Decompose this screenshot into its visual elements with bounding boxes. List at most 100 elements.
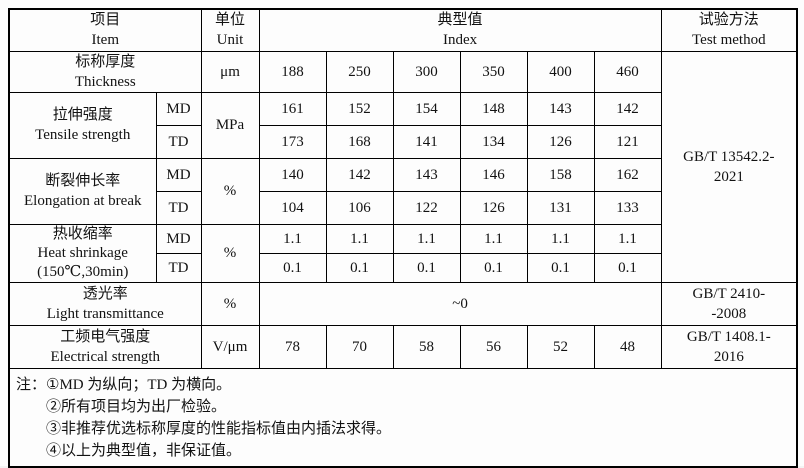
value-cell: 0.1 xyxy=(258,252,327,283)
value-cell: 168 xyxy=(325,124,394,159)
item-shrinkage-zh: 热收缩率 xyxy=(52,225,113,242)
spec-table: 项目 Item 单位 Unit 典型值 Index 试验方法 Test meth… xyxy=(8,8,799,468)
value-cell: 122 xyxy=(392,190,461,225)
method-cell-transmittance: GB/T 2410--2008 xyxy=(660,281,798,326)
value-cell: 1.1 xyxy=(459,223,528,254)
value-cell: 0.1 xyxy=(459,252,528,283)
unit-cell: % xyxy=(200,281,260,326)
notes-cell: 注： ①MD 为纵向；TD 为横向。 ②所有项目均为出厂检验。 ③非推荐优选标称… xyxy=(8,367,798,467)
notes-lines: ①MD 为纵向；TD 为横向。 ②所有项目均为出厂检验。 ③非推荐优选标称厚度的… xyxy=(46,374,391,462)
value-cell: 70 xyxy=(325,324,394,369)
value-cell: 152 xyxy=(325,91,394,126)
value-cell: 52 xyxy=(526,324,595,369)
value-cell: 0.1 xyxy=(593,252,662,283)
item-thickness-en: Thickness xyxy=(74,73,136,90)
item-transmittance-en: Light transmittance xyxy=(46,305,164,322)
value-cell: 158 xyxy=(526,157,595,192)
value-cell: 1.1 xyxy=(392,223,461,254)
note-line: ③非推荐优选标称厚度的性能指标值由内插法求得。 xyxy=(46,420,392,437)
item-elongation: 断裂伸长率 Elongation at break xyxy=(8,157,157,225)
row-shrinkage-td: TD 0.1 0.1 0.1 0.1 0.1 0.1 xyxy=(9,252,797,283)
header-index: 典型值 Index xyxy=(258,8,662,52)
value-cell: 78 xyxy=(258,324,327,369)
value-cell: 141 xyxy=(392,124,461,159)
header-method-zh: 试验方法 xyxy=(698,12,759,29)
value-cell: 143 xyxy=(392,157,461,192)
value-cell: 48 xyxy=(593,324,662,369)
value-cell: 154 xyxy=(392,91,461,126)
value-cell: 300 xyxy=(392,50,461,93)
value-cell: 1.1 xyxy=(526,223,595,254)
notes-wrap: 注： ①MD 为纵向；TD 为横向。 ②所有项目均为出厂检验。 ③非推荐优选标称… xyxy=(16,374,790,462)
md-cell: MD xyxy=(155,223,202,254)
td-cell: TD xyxy=(155,124,202,159)
td-cell: TD xyxy=(155,190,202,225)
value-cell: 148 xyxy=(459,91,528,126)
value-cell: 58 xyxy=(392,324,461,369)
value-cell: 350 xyxy=(459,50,528,93)
item-electrical-en: Electrical strength xyxy=(50,348,161,365)
unit-cell: % xyxy=(200,223,260,283)
value-cell: 134 xyxy=(459,124,528,159)
value-cell: 460 xyxy=(593,50,662,93)
value-cell: 188 xyxy=(258,50,327,93)
note-line: ④以上为典型值，非保证值。 xyxy=(46,442,242,459)
header-unit-zh: 单位 xyxy=(215,12,246,29)
row-tensile-md: 拉伸强度 Tensile strength MD MPa 161 152 154… xyxy=(8,91,797,159)
row-shrinkage-md: 热收缩率 Heat shrinkage (150℃,30min) MD % 1.… xyxy=(8,223,797,283)
md-cell: MD xyxy=(155,91,202,126)
value-cell: 126 xyxy=(459,190,528,225)
value-cell: 161 xyxy=(258,91,327,126)
item-tensile-en: Tensile strength xyxy=(35,127,131,143)
note-line: ①MD 为纵向；TD 为横向。 xyxy=(46,376,232,393)
value-cell: 143 xyxy=(526,91,595,126)
value-cell: 131 xyxy=(526,190,595,225)
method-cell-group1: GB/T 13542.2-2021 xyxy=(660,50,798,283)
item-thickness: 标称厚度 Thickness xyxy=(8,50,202,93)
item-shrinkage-condition: (150℃,30min) xyxy=(37,263,129,280)
item-elongation-en: Elongation at break xyxy=(24,193,142,209)
value-cell: 126 xyxy=(526,124,595,159)
item-tensile-zh: 拉伸强度 xyxy=(52,107,113,123)
header-unit-en: Unit xyxy=(216,32,244,49)
item-electrical-zh: 工频电气强度 xyxy=(60,328,151,345)
header-unit: 单位 Unit xyxy=(200,8,260,52)
header-index-en: Index xyxy=(442,32,478,49)
unit-cell: V/μm xyxy=(200,324,260,369)
item-tensile: 拉伸强度 Tensile strength xyxy=(8,91,157,159)
value-cell: 133 xyxy=(593,190,662,225)
row-notes: 注： ①MD 为纵向；TD 为横向。 ②所有项目均为出厂检验。 ③非推荐优选标称… xyxy=(8,367,798,467)
value-cell: 1.1 xyxy=(325,223,394,254)
value-cell: 0.1 xyxy=(526,252,595,283)
value-cell: 56 xyxy=(459,324,528,369)
value-cell: 0.1 xyxy=(392,252,461,283)
value-cell: 142 xyxy=(325,157,394,192)
value-cell: 250 xyxy=(325,50,394,93)
item-shrinkage: 热收缩率 Heat shrinkage (150℃,30min) xyxy=(8,223,157,283)
value-cell: 104 xyxy=(258,190,327,225)
value-cell: 146 xyxy=(459,157,528,192)
header-row: 项目 Item 单位 Unit 典型值 Index 试验方法 Test meth… xyxy=(8,8,798,52)
method-cell-electrical: GB/T 1408.1-2016 xyxy=(660,324,798,369)
notes-label: 注： xyxy=(16,376,47,393)
value-cell: 400 xyxy=(526,50,595,93)
value-cell-transmittance: ~0 xyxy=(258,281,662,326)
row-transmittance: 透光率 Light transmittance % ~0 GB/T 2410--… xyxy=(8,281,798,326)
item-elongation-zh: 断裂伸长率 xyxy=(45,173,121,189)
td-cell: TD xyxy=(155,252,202,283)
header-index-zh: 典型值 xyxy=(437,12,483,29)
unit-cell: μm xyxy=(200,50,260,93)
row-elongation-td: TD 104 106 122 126 131 133 xyxy=(9,190,797,225)
header-method-en: Test method xyxy=(692,32,766,49)
md-cell: MD xyxy=(155,157,202,192)
header-item-zh: 项目 xyxy=(90,12,121,29)
value-cell: 1.1 xyxy=(593,223,662,254)
header-item-en: Item xyxy=(91,32,120,49)
unit-cell: % xyxy=(200,157,260,225)
row-elongation-md: 断裂伸长率 Elongation at break MD % 140 142 1… xyxy=(8,157,797,225)
header-item: 项目 Item xyxy=(8,8,202,52)
item-shrinkage-en: Heat shrinkage xyxy=(37,244,128,261)
value-cell: 173 xyxy=(258,124,327,159)
value-cell: 106 xyxy=(325,190,394,225)
